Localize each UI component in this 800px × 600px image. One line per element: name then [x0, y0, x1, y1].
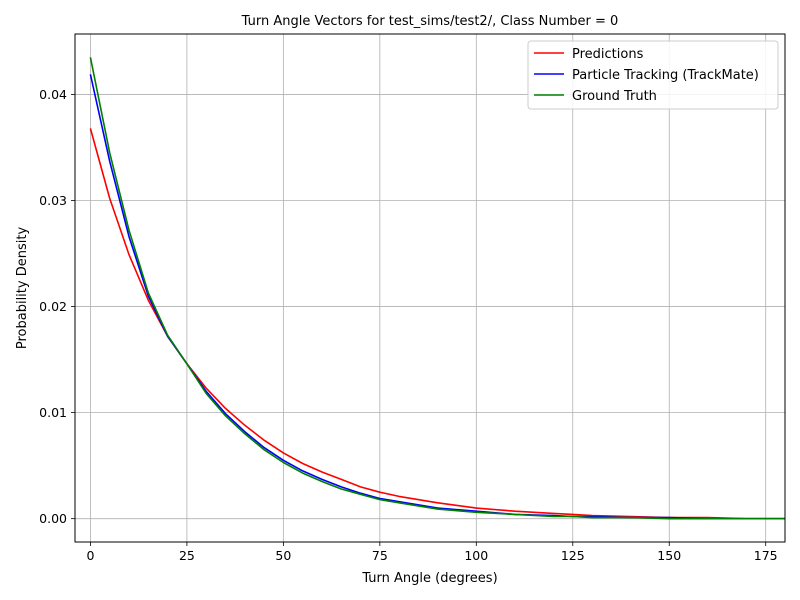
legend: Predictions Particle Tracking (TrackMate…	[527, 40, 779, 110]
y-tick-label: 0.01	[39, 405, 67, 420]
x-tick-label: 100	[464, 548, 488, 563]
chart-title: Turn Angle Vectors for test_sims/test2/,…	[241, 14, 619, 29]
plot-lines	[89, 57, 785, 520]
x-tick-label: 75	[372, 548, 388, 563]
x-tick-label: 125	[561, 548, 585, 563]
legend-label-trackmate: Particle Tracking (TrackMate)	[572, 68, 759, 83]
axis-ticks: 0 25 50 75 100 125 150 175 0.00 0.01 0.02 0.03 0.04	[39, 87, 777, 563]
grid	[75, 34, 785, 542]
plot-area-frame	[74, 33, 786, 543]
legend-box	[527, 40, 779, 110]
x-tick-label: 150	[657, 548, 681, 563]
y-tick-label: 0.02	[39, 299, 67, 314]
y-tick-label: 0.04	[39, 87, 67, 102]
y-tick-label: 0.03	[39, 193, 67, 208]
series-line-ground-truth	[89, 57, 785, 520]
x-tick-label: 175	[754, 548, 778, 563]
y-tick-label: 0.00	[39, 511, 67, 526]
legend-label-predictions: Predictions	[572, 47, 644, 62]
x-tick-label: 0	[86, 548, 94, 563]
x-tick-label: 50	[275, 548, 291, 563]
x-tick-label: 25	[179, 548, 195, 563]
x-axis-label: Turn Angle (degrees)	[361, 571, 497, 586]
legend-label-ground-truth: Ground Truth	[572, 89, 657, 104]
y-axis-label: Probability Density	[15, 227, 30, 350]
